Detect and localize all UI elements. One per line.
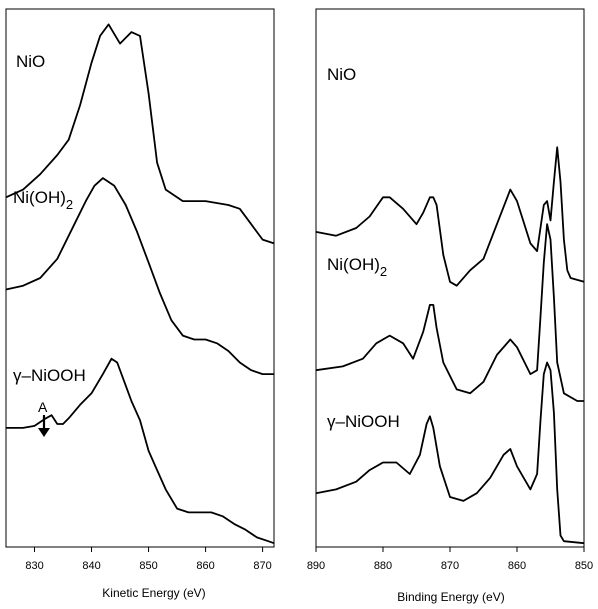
right-x-tick-label: 850 bbox=[575, 560, 593, 572]
left-x-tick-label: 840 bbox=[82, 560, 100, 572]
left-x-axis-title: Kinetic Energy (eV) bbox=[102, 586, 205, 600]
left-panel: 830 840 850 860 870 NiO Ni(OH)2 γ–NiOOH A Ki… bbox=[5, 8, 275, 600]
annotation-a-label: A bbox=[38, 399, 48, 415]
right-x-tick-label: 890 bbox=[307, 560, 325, 572]
left-x-ticks: 830 840 850 860 870 bbox=[25, 547, 272, 572]
right-x-tick-label: 870 bbox=[441, 560, 459, 572]
right-x-tick-label: 880 bbox=[374, 560, 392, 572]
left-x-tick-label: 850 bbox=[139, 560, 157, 572]
left-curves bbox=[5, 23, 275, 545]
left-series-line-1 bbox=[5, 177, 274, 375]
left-label-niooh2: Ni(OH)2 bbox=[13, 188, 73, 212]
left-x-tick-label: 830 bbox=[25, 560, 43, 572]
left-x-tick-label: 870 bbox=[253, 560, 271, 572]
left-label-gamma-niooh: γ–NiOOH bbox=[13, 366, 86, 385]
right-x-ticks: 890 880 870 860 850 bbox=[307, 547, 593, 572]
right-series-line-0 bbox=[315, 146, 585, 287]
right-series-line-2 bbox=[315, 361, 585, 545]
right-x-tick-label: 860 bbox=[508, 560, 526, 572]
right-panel: 890 880 870 860 850 NiO Ni(OH)2 γ–NiOOH Bind… bbox=[307, 8, 593, 604]
right-label-niooh2: Ni(OH)2 bbox=[327, 255, 387, 279]
right-label-gamma-niooh: γ–NiOOH bbox=[327, 412, 400, 431]
left-x-tick-label: 860 bbox=[196, 560, 214, 572]
right-label-nio: NiO bbox=[327, 65, 356, 84]
right-x-axis-title: Binding Energy (eV) bbox=[397, 590, 504, 604]
left-label-nio: NiO bbox=[16, 52, 45, 71]
right-series-line-1 bbox=[315, 223, 584, 402]
right-curves bbox=[315, 146, 585, 545]
right-plot-frame bbox=[315, 8, 585, 548]
left-plot-frame bbox=[5, 8, 275, 548]
annotation-a-arrow bbox=[38, 415, 50, 437]
left-series-line-0 bbox=[5, 23, 275, 245]
left-series-line-2 bbox=[6, 357, 275, 545]
